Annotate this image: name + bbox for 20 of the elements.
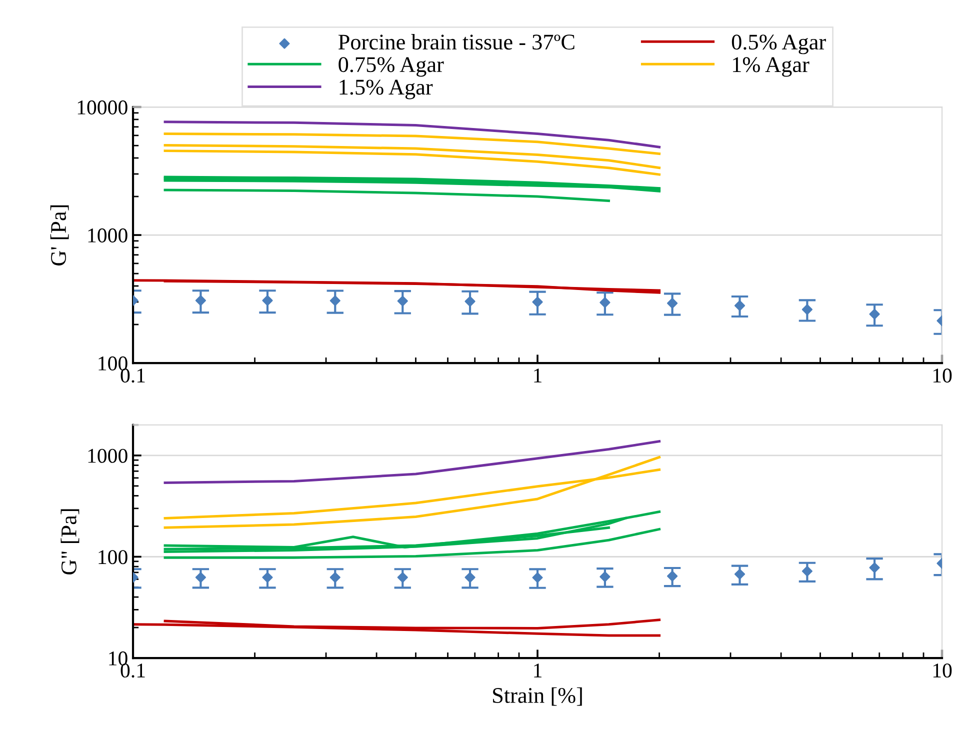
x-tick-label: 1	[534, 664, 542, 678]
y-tick-label: 100	[98, 550, 128, 564]
legend-label: 1% Agar	[733, 57, 810, 77]
x-tick-label: 1	[534, 368, 542, 382]
y-tick-label: 100	[98, 356, 128, 370]
x-tick-label: 0.1	[120, 663, 145, 678]
y-tick-label: 10	[109, 651, 128, 666]
y-axis-title: G' [Pa]	[50, 205, 69, 266]
y-axis-title: G" [Pa]	[60, 509, 80, 574]
y-tick-label: 10000	[78, 100, 128, 114]
x-tick-label: 0.1	[120, 368, 145, 383]
x-tick-label: 10	[933, 368, 952, 383]
legend-label: 0.75% Agar	[338, 57, 444, 77]
legend-label: 0.5% Agar	[732, 34, 826, 54]
legend-label: 1.5% Agar	[340, 80, 433, 100]
legend-label: Porcine brain tissue - 37ºC	[338, 34, 574, 50]
x-tick-label: 10	[933, 663, 952, 678]
y-tick-label: 1000	[88, 228, 128, 242]
x-axis-title: Strain [%]	[493, 687, 582, 706]
y-tick-label: 1000	[88, 448, 128, 463]
